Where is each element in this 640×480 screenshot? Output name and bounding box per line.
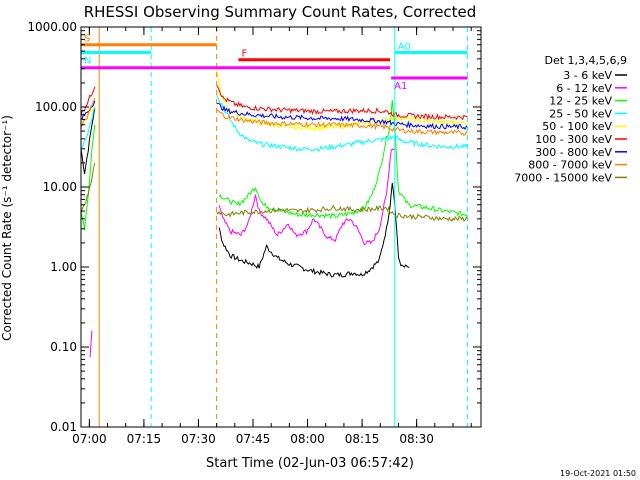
plot-frame	[80, 26, 482, 428]
series-line-3-0	[81, 106, 96, 150]
series-line-8-1	[216, 204, 468, 222]
series-line-2-0	[81, 124, 96, 231]
footer-timestamp: 19-Oct-2021 01:50	[560, 469, 636, 478]
series-line-1-1	[218, 148, 396, 246]
y-tick-label-0: 0.01	[50, 420, 77, 434]
x-axis-label: Start Time (02-Jun-03 06:57:42)	[206, 456, 414, 471]
legend-title: Det 1,3,4,5,6,9	[544, 54, 627, 67]
flag-label-5: A1	[394, 81, 407, 92]
series-line-2-1	[218, 100, 468, 220]
x-tick-label-2: 07:30	[181, 432, 216, 446]
flag-label-0: S	[84, 34, 90, 45]
plot-inner	[81, 27, 469, 427]
legend-entry-label-6: 300 - 800 keV	[535, 146, 612, 159]
x-tick-label-6: 08:30	[399, 432, 434, 446]
plot-area: SN F A0 A1	[81, 27, 469, 427]
y-tick-label-4: 100.00	[35, 100, 77, 114]
series-line-7-0	[81, 97, 96, 128]
x-tick-label-3: 07:45	[236, 432, 271, 446]
y-tick-label-3: 10.00	[43, 180, 77, 194]
legend-entry-label-7: 800 - 7000 keV	[528, 159, 612, 172]
y-tick-label-5: 1000.00	[27, 20, 77, 34]
y-tick-label-1: 0.10	[50, 340, 77, 354]
x-tick-label-0: 07:00	[72, 432, 107, 446]
legend-entry-label-8: 7000 - 15000 keV	[514, 171, 612, 184]
x-tick-label-4: 08:00	[290, 432, 325, 446]
chart-title: RHESSI Observing Summary Count Rates, Co…	[84, 3, 477, 21]
y-axis-label: Corrected Count Rate (s⁻¹ detector⁻¹)	[0, 115, 14, 341]
flag-label-3: F	[241, 49, 247, 60]
series-line-6-1	[216, 102, 468, 131]
legend-entry-label-2: 12 - 25 keV	[549, 95, 612, 108]
legend-entry-label-4: 50 - 100 keV	[542, 120, 612, 133]
series-line-5-1	[216, 84, 468, 121]
axes: 0.01 0.10 1.00 10.00 100.00 1000.00 07:00 07:15…	[27, 20, 482, 446]
flag-label-1: N	[84, 56, 91, 67]
legend-entry-label-5: 100 - 300 keV	[535, 133, 612, 146]
series-line-0-0	[81, 106, 96, 175]
x-tick-label-5: 08:15	[345, 432, 380, 446]
x-tick-label-1: 07:15	[127, 432, 162, 446]
series-line-8-0	[81, 162, 96, 214]
series-line-1-0	[89, 330, 93, 358]
series-line-3-1	[216, 94, 468, 152]
series-line-0-1	[218, 182, 410, 278]
series-line-7-1	[216, 109, 468, 136]
y-tick-label-2: 1.00	[50, 260, 77, 274]
legend-entry-label-1: 6 - 12 keV	[556, 82, 612, 95]
legend-entry-label-3: 25 - 50 keV	[549, 107, 612, 120]
flag-label-4: A0	[398, 42, 411, 53]
legend-entry-label-0: 3 - 6 keV	[563, 69, 612, 82]
